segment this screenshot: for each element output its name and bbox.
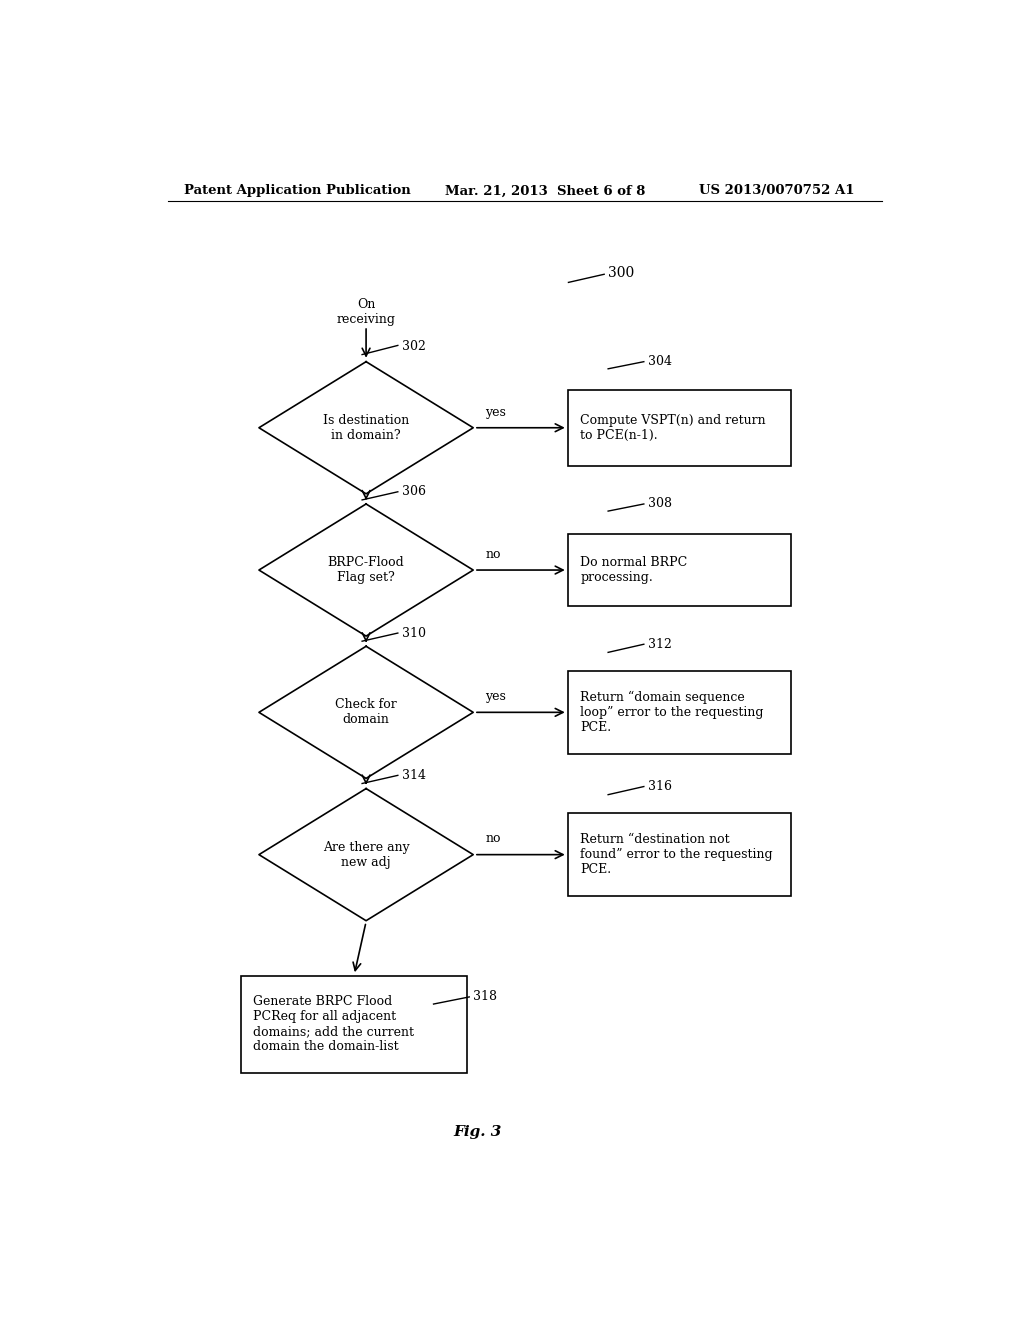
- Text: no: no: [485, 833, 501, 845]
- Text: BRPC-Flood
Flag set?: BRPC-Flood Flag set?: [328, 556, 404, 583]
- Text: 318: 318: [473, 990, 498, 1003]
- Text: Fig. 3: Fig. 3: [453, 1125, 502, 1139]
- Text: 316: 316: [648, 780, 672, 793]
- Text: Patent Application Publication: Patent Application Publication: [183, 185, 411, 198]
- Text: 302: 302: [401, 341, 426, 352]
- Text: 300: 300: [608, 267, 635, 280]
- Text: Is destination
in domain?: Is destination in domain?: [323, 413, 410, 442]
- Text: Compute VSPT(n) and return
to PCE(n-1).: Compute VSPT(n) and return to PCE(n-1).: [581, 413, 766, 442]
- Text: On
receiving: On receiving: [337, 298, 395, 326]
- Text: 306: 306: [401, 486, 426, 498]
- Text: US 2013/0070752 A1: US 2013/0070752 A1: [699, 185, 855, 198]
- Bar: [241, 975, 467, 1073]
- Text: no: no: [485, 548, 501, 561]
- Bar: [568, 813, 791, 896]
- Text: 310: 310: [401, 627, 426, 640]
- Bar: [568, 535, 791, 606]
- Text: Generate BRPC Flood
PCReq for all adjacent
domains; add the current
domain the d: Generate BRPC Flood PCReq for all adjace…: [253, 995, 414, 1053]
- Text: 304: 304: [648, 355, 672, 368]
- Text: Return “destination not
found” error to the requesting
PCE.: Return “destination not found” error to …: [581, 833, 773, 876]
- Text: Return “domain sequence
loop” error to the requesting
PCE.: Return “domain sequence loop” error to t…: [581, 690, 764, 734]
- Text: Do normal BRPC
processing.: Do normal BRPC processing.: [581, 556, 687, 583]
- Text: 314: 314: [401, 768, 426, 781]
- Bar: [568, 671, 791, 754]
- Text: yes: yes: [485, 405, 506, 418]
- Text: 308: 308: [648, 498, 672, 511]
- Text: Check for
domain: Check for domain: [335, 698, 397, 726]
- Text: Mar. 21, 2013  Sheet 6 of 8: Mar. 21, 2013 Sheet 6 of 8: [445, 185, 646, 198]
- Text: 312: 312: [648, 638, 672, 651]
- Text: yes: yes: [485, 690, 506, 704]
- Text: Are there any
new adj: Are there any new adj: [323, 841, 410, 869]
- Bar: [568, 389, 791, 466]
